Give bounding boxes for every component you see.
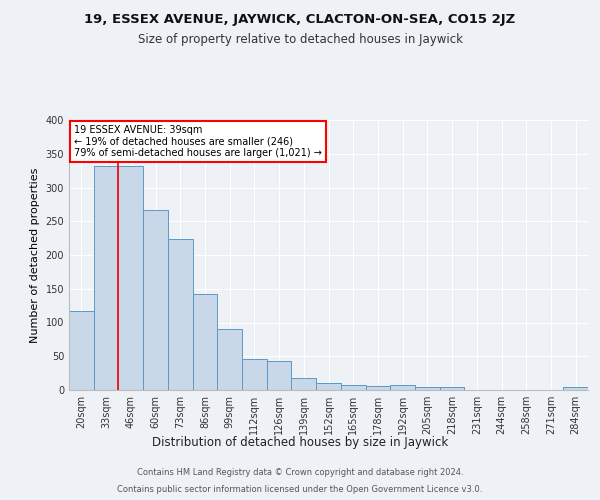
- Bar: [94, 166, 118, 390]
- Bar: [118, 166, 143, 390]
- Text: Distribution of detached houses by size in Jaywick: Distribution of detached houses by size …: [152, 436, 448, 449]
- Text: 19, ESSEX AVENUE, JAYWICK, CLACTON-ON-SEA, CO15 2JZ: 19, ESSEX AVENUE, JAYWICK, CLACTON-ON-SE…: [85, 12, 515, 26]
- Text: Size of property relative to detached houses in Jaywick: Size of property relative to detached ho…: [137, 32, 463, 46]
- Bar: [267, 361, 292, 390]
- Y-axis label: Number of detached properties: Number of detached properties: [30, 168, 40, 342]
- Bar: [563, 386, 588, 390]
- Text: Contains HM Land Registry data © Crown copyright and database right 2024.: Contains HM Land Registry data © Crown c…: [137, 468, 463, 477]
- Bar: [242, 359, 267, 390]
- Bar: [69, 311, 94, 390]
- Bar: [341, 386, 365, 390]
- Bar: [292, 378, 316, 390]
- Bar: [415, 388, 440, 390]
- Bar: [316, 383, 341, 390]
- Bar: [168, 239, 193, 390]
- Bar: [390, 386, 415, 390]
- Bar: [217, 329, 242, 390]
- Bar: [440, 388, 464, 390]
- Text: 19 ESSEX AVENUE: 39sqm
← 19% of detached houses are smaller (246)
79% of semi-de: 19 ESSEX AVENUE: 39sqm ← 19% of detached…: [74, 124, 322, 158]
- Bar: [193, 294, 217, 390]
- Bar: [143, 210, 168, 390]
- Text: Contains public sector information licensed under the Open Government Licence v3: Contains public sector information licen…: [118, 484, 482, 494]
- Bar: [365, 386, 390, 390]
